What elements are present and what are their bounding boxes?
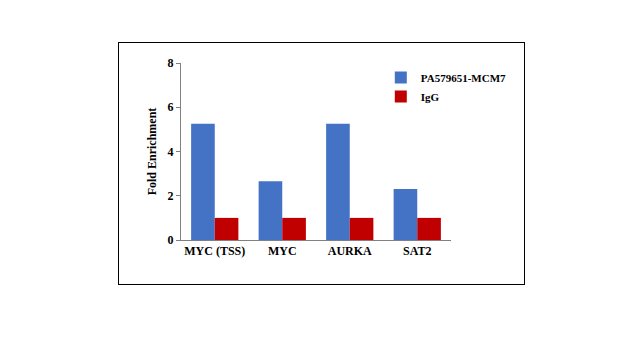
svg-text:SAT2: SAT2 (403, 244, 431, 258)
svg-text:MYC (TSS): MYC (TSS) (184, 244, 245, 258)
svg-text:MYC: MYC (268, 244, 297, 258)
svg-text:PA579651-MCM7: PA579651-MCM7 (421, 72, 506, 84)
svg-text:4: 4 (168, 145, 174, 159)
svg-text:AURKA: AURKA (328, 244, 372, 258)
svg-text:Fold Enrichment: Fold Enrichment (145, 108, 159, 196)
svg-text:2: 2 (168, 189, 174, 203)
svg-text:8: 8 (168, 56, 174, 70)
svg-text:0: 0 (168, 233, 174, 247)
svg-text:6: 6 (168, 100, 174, 114)
svg-text:IgG: IgG (421, 91, 440, 103)
